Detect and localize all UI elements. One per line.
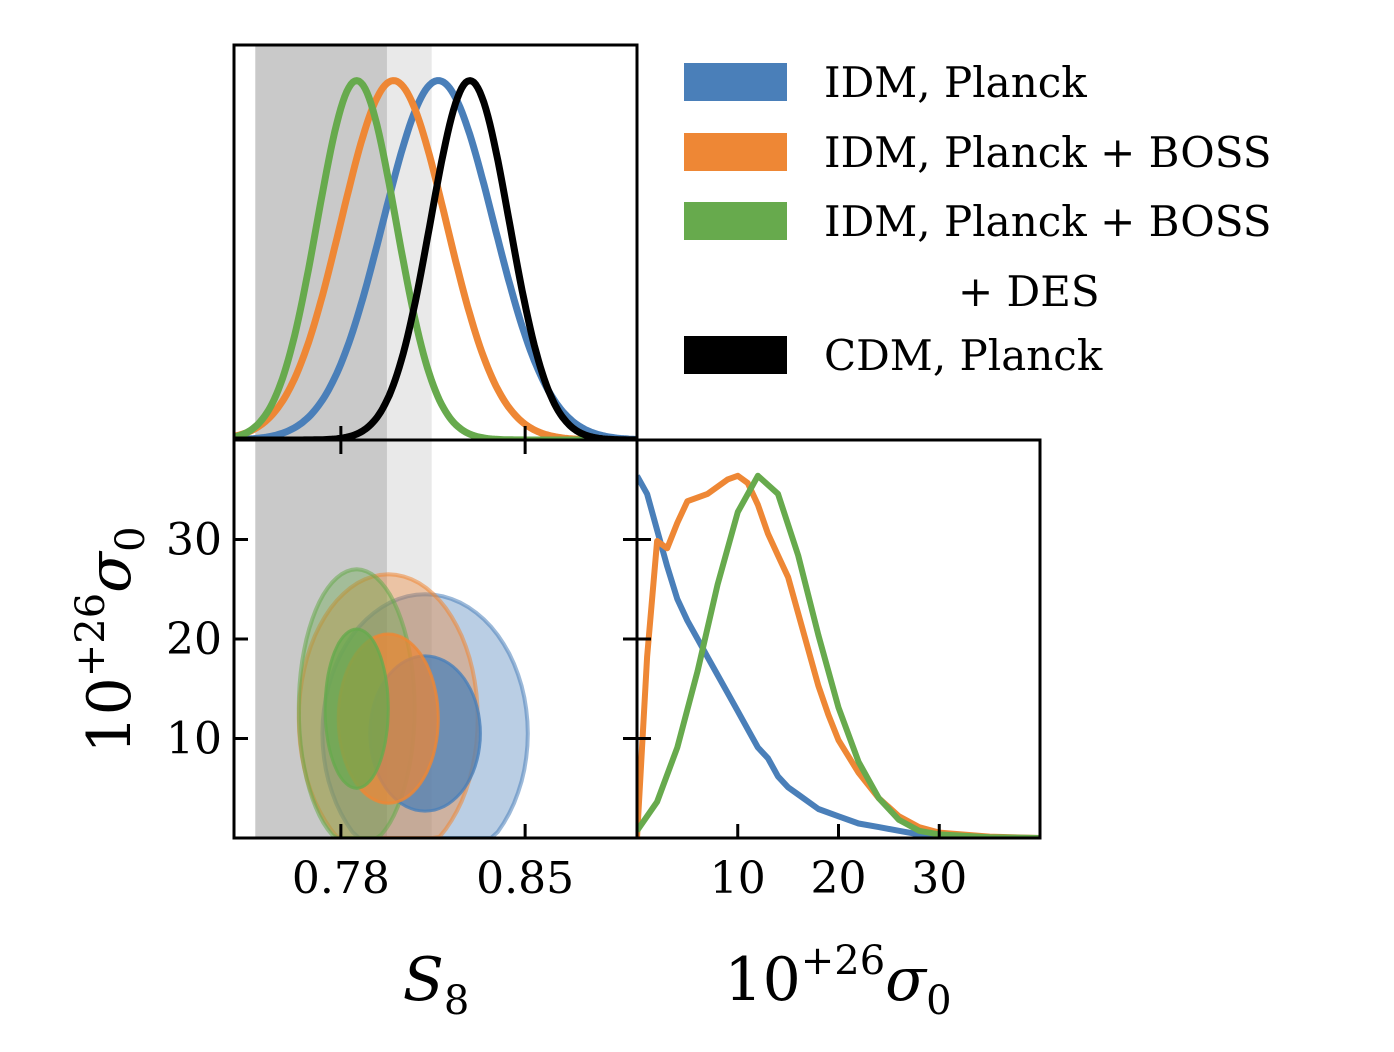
contour-68-idm-planck-boss-des [323,627,390,790]
sigma0-marginal-idm-planck [637,474,1040,838]
legend-label-cdm-planck: CDM, Planck [824,331,1103,380]
sigma0-marginal-panel [637,472,1040,838]
tick-label-s8: 0.78 [292,853,390,904]
tick-label-sigma0-x: 30 [911,853,967,904]
sigma0-marginal-idm-planck-boss-des [637,472,1040,838]
legend-label-idm-planck-boss-des: + DES [958,267,1100,316]
x-axis-label-s8: S8 [403,945,470,1024]
legend-label-idm-planck-boss-des: IDM, Planck + BOSS [824,197,1272,246]
legend-label-idm-planck: IDM, Planck [824,58,1087,107]
tick-label-s8: 0.85 [476,853,574,904]
legend-label-idm-planck-boss: IDM, Planck + BOSS [824,128,1272,177]
axis-ticks: 0.78 0.85 10 20 30 10 20 30 [166,426,967,904]
tick-label-sigma0-x: 20 [811,853,867,904]
s8-band-2-top [255,45,387,440]
s8-marginal-idm-planck [234,77,637,440]
tick-label-sigma0-y: 20 [166,614,222,665]
tick-label-sigma0-x: 10 [710,853,766,904]
tick-label-sigma0-y: 10 [166,714,222,765]
s8-marginal-panel [234,45,637,440]
y-axis-label-sigma0: 10+26σ0 [68,526,154,753]
joint-contour-panel [255,440,530,838]
axis-labels: S8 10+26σ0 10+26σ0 [68,526,952,1024]
x-axis-label-sigma0: 10+26σ0 [724,938,951,1024]
legend-swatch-idm-planck-boss-des [684,202,787,240]
sigma0-marginal-idm-planck-boss [637,472,1040,838]
s8-marginal-idm-planck-boss-des [234,77,637,440]
legend-swatch-idm-planck-boss [684,133,787,171]
s8-marginal-cdm-planck [234,77,637,440]
legend-swatch-idm-planck [684,63,787,101]
legend-swatch-cdm-planck [684,336,787,374]
legend: IDM, Planck IDM, Planck + BOSS IDM, Planck… [684,58,1272,380]
tick-label-sigma0-y: 30 [166,515,222,566]
